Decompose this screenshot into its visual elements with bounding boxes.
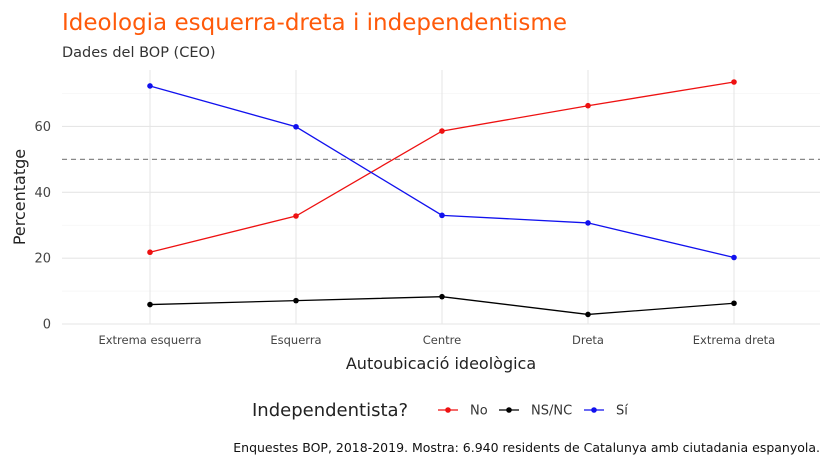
- data-point: [585, 102, 591, 109]
- data-point: [731, 300, 737, 307]
- data-point: [731, 254, 737, 261]
- y-tick-label: 0: [43, 318, 51, 333]
- legend-item: Sí: [584, 404, 628, 419]
- legend-key-point: [591, 407, 597, 413]
- data-point: [439, 293, 445, 300]
- series-sí: [147, 83, 737, 261]
- data-point: [293, 297, 299, 304]
- grid-lines: [62, 70, 820, 325]
- series-lines: [147, 79, 737, 318]
- data-point: [731, 79, 737, 85]
- data-point: [293, 213, 299, 219]
- x-axis-ticks: Extrema esquerra Esquerra Centre Dreta Extre…: [98, 333, 775, 347]
- legend-item: NS/NC: [499, 404, 572, 419]
- y-tick-label: 60: [34, 120, 51, 135]
- y-tick-label: 40: [34, 186, 51, 201]
- x-tick-label: Centre: [423, 333, 461, 347]
- chart-title: Ideologia esquerra-dreta i independentis…: [62, 10, 567, 36]
- data-point: [293, 123, 299, 130]
- legend-label: Sí: [616, 404, 628, 419]
- data-point: [439, 212, 445, 219]
- series-no: [147, 79, 737, 256]
- y-axis-ticks: 0 20 40 60: [34, 120, 51, 333]
- data-point: [585, 311, 591, 318]
- legend-key-point: [506, 407, 512, 413]
- y-axis-label: Percentatge: [10, 149, 29, 245]
- legend-label: NS/NC: [531, 404, 572, 419]
- x-tick-label: Extrema dreta: [693, 333, 775, 347]
- series-ns-nc: [147, 293, 737, 318]
- data-point: [147, 301, 153, 308]
- legend-title: Independentista?: [252, 400, 408, 421]
- chart-subtitle: Dades del BOP (CEO): [62, 45, 216, 61]
- chart-caption: Enquestes BOP, 2018-2019. Mostra: 6.940 …: [233, 440, 820, 455]
- x-tick-label: Extrema esquerra: [98, 333, 201, 347]
- x-tick-label: Esquerra: [270, 333, 321, 347]
- legend-item: No: [438, 404, 488, 419]
- data-point: [439, 128, 445, 134]
- legend-key-point: [445, 407, 451, 413]
- x-axis-label: Autoubicació ideològica: [346, 354, 536, 373]
- y-tick-label: 20: [34, 252, 51, 267]
- data-point: [147, 249, 153, 256]
- data-point: [147, 83, 153, 89]
- x-tick-label: Dreta: [572, 333, 604, 347]
- data-point: [585, 220, 591, 226]
- legend-label: No: [470, 404, 488, 419]
- legend: Independentista? No NS/NC Sí: [252, 400, 628, 421]
